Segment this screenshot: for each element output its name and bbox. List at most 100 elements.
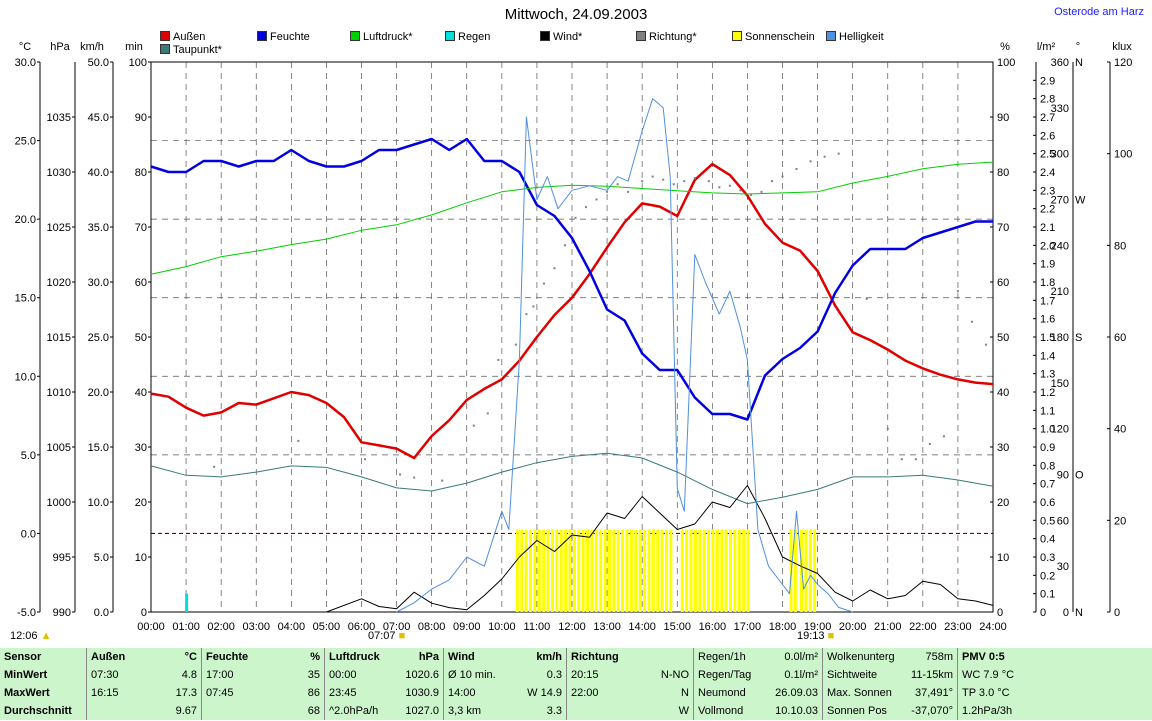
- legend-item: Regen: [445, 31, 490, 43]
- deg-axis-label: 210: [1051, 286, 1069, 298]
- sunshine-bar: [612, 529, 616, 612]
- sunshine-bar: [724, 529, 728, 612]
- wolken-label-0: Wolkenunterg: [822, 648, 903, 666]
- sunshine-bar: [720, 529, 724, 612]
- legend-label: Luftdruck*: [363, 31, 413, 43]
- time-axis-label: 22:00: [909, 621, 937, 633]
- regen-value-3: 10.10.03: [775, 705, 818, 717]
- direction-point: [213, 465, 216, 468]
- summary-table: Sensor Außen °C Feuchte % Luftdruck hPa …: [0, 648, 1152, 720]
- regen-label-1: Regen/Tag: [693, 666, 764, 684]
- aussen-avg-time: [86, 702, 143, 720]
- luftdruck-max-value: 1030.9: [405, 687, 439, 699]
- rain-axis-label: 0: [1040, 607, 1046, 619]
- pmv-line-1: WC 7.9 °C: [957, 666, 1152, 684]
- deg-axis-label: 300: [1051, 149, 1069, 161]
- sunshine-bar: [638, 529, 642, 612]
- sunshine-bar: [733, 529, 737, 612]
- sunshine-bar: [550, 529, 554, 612]
- kmh-axis-label: 10.0: [88, 497, 109, 509]
- wolken-label-1: Sichtweite: [822, 666, 903, 684]
- direction-point: [739, 189, 742, 192]
- series-line-auen: [150, 162, 994, 460]
- rain-axis-label: 0.6: [1040, 497, 1055, 509]
- temp-axis-label: 30.0: [15, 57, 36, 69]
- sunshine-bar: [715, 529, 719, 612]
- time-axis-label: 16:00: [699, 621, 727, 633]
- direction-point: [532, 305, 535, 308]
- station-name: Osterode am Harz: [1054, 6, 1144, 18]
- summary-max-row: MaxWert 16:15 17.3 07:45 86 23:45 1030.9…: [0, 684, 1152, 702]
- sunshine-bar: [813, 529, 817, 612]
- legend-swatch: [257, 31, 267, 41]
- pct-axis-label: 0: [997, 607, 1003, 619]
- sunshine-bar: [577, 529, 581, 612]
- sunshine-bar: [643, 529, 647, 612]
- pct-axis-label: 80: [997, 167, 1009, 179]
- direction-point: [683, 180, 686, 183]
- unit-label: klux: [1112, 41, 1132, 53]
- sunshine-bar: [529, 529, 533, 612]
- kmh-axis-label: 50.0: [88, 57, 109, 69]
- series-line-taupunkt: [150, 452, 994, 505]
- rain-axis-label: 0.5: [1040, 515, 1055, 527]
- rain-axis-label: 1.1: [1040, 405, 1055, 417]
- richtung-min-time: 20:15: [566, 666, 637, 684]
- hpa-axis-label: 1035: [47, 112, 71, 124]
- min-axis-label: 10: [135, 552, 147, 564]
- luftdruck-unit: hPa: [418, 651, 439, 663]
- klux-axis-label: 120: [1114, 57, 1132, 69]
- min-axis-label: 60: [135, 277, 147, 289]
- feuchte-min-time: 17:00: [201, 666, 264, 684]
- time-axis-label: 14:00: [628, 621, 656, 633]
- hpa-axis-label: 990: [53, 607, 71, 619]
- sunshine-bar: [603, 529, 607, 612]
- summary-header-row: Sensor Außen °C Feuchte % Luftdruck hPa …: [0, 648, 1152, 666]
- sunshine-bar: [742, 529, 746, 612]
- legend-swatch: [732, 31, 742, 41]
- rain-axis-label: 1.7: [1040, 295, 1055, 307]
- regen-label-2: Neumond: [693, 684, 764, 702]
- rain-axis-label: 2.4: [1040, 167, 1055, 179]
- richtung-avg-value: W: [678, 705, 689, 717]
- sunshine-bar: [711, 529, 715, 612]
- direction-point: [942, 435, 945, 438]
- sunshine-bar: [793, 529, 797, 612]
- kmh-axis-label: 0.0: [94, 607, 109, 619]
- rain-axis-label: 2.1: [1040, 222, 1055, 234]
- sunshine-bar: [746, 529, 750, 612]
- direction-point: [693, 177, 696, 180]
- rain-axis-label: 0.4: [1040, 534, 1055, 546]
- sunshine-bar: [594, 529, 598, 612]
- sunshine-bar: [559, 529, 563, 612]
- sunshine-bar: [607, 529, 611, 612]
- legend-item: Außen: [160, 31, 205, 43]
- summary-min-row: MinWert 07:30 4.8 17:00 35 00:00 1020.6 …: [0, 666, 1152, 684]
- deg-axis-label: 120: [1051, 424, 1069, 436]
- pmv-line-3: 1.2hPa/3h: [957, 702, 1152, 720]
- wind-min-time: Ø 10 min.: [443, 666, 510, 684]
- legend-label: Sonnenschein: [745, 31, 815, 43]
- legend-item: Wind*: [540, 31, 582, 43]
- time-axis-label: 20:00: [839, 621, 867, 633]
- luftdruck-max-time: 23:45: [324, 684, 395, 702]
- direction-point: [486, 412, 489, 415]
- legend-item: Luftdruck*: [350, 31, 413, 43]
- rain-axis-label: 1.5: [1040, 332, 1055, 344]
- hpa-axis-label: 1015: [47, 332, 71, 344]
- hpa-axis-label: 995: [53, 552, 71, 564]
- klux-axis-label: 20: [1114, 515, 1126, 527]
- time-axis-label: 12:00: [558, 621, 586, 633]
- sunshine-bar: [634, 529, 638, 612]
- deg-axis-label: 60: [1057, 515, 1069, 527]
- rain-axis-label: 2.8: [1040, 94, 1055, 106]
- wind-min-value: 0.3: [546, 669, 562, 681]
- sunshine-bar: [524, 529, 528, 612]
- rain-axis-label: 0.9: [1040, 442, 1055, 454]
- direction-point: [809, 160, 812, 163]
- pct-axis-label: 40: [997, 387, 1009, 399]
- sunset-value: 19:13: [797, 630, 825, 642]
- sunshine-bar: [680, 529, 684, 612]
- sunshine-bar: [629, 529, 633, 612]
- pmv-line-2: TP 3.0 °C: [957, 684, 1152, 702]
